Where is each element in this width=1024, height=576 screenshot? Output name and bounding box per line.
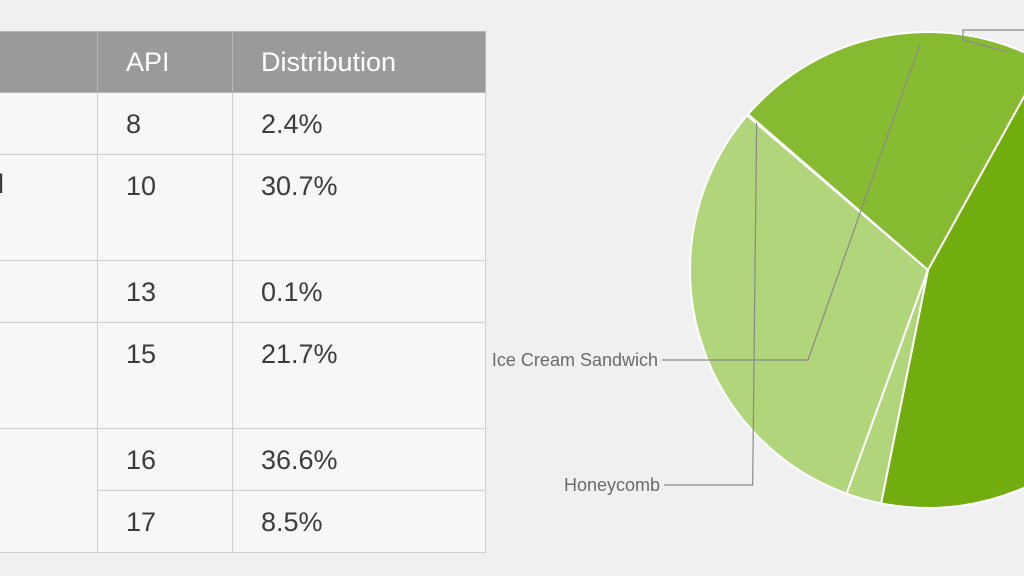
pie-labels: Ice Cream Sandwich Honeycomb	[492, 350, 660, 495]
pie-leader-lines	[662, 29, 1024, 486]
table-row: h 16 36.6%	[0, 428, 486, 553]
api-cell: 16	[97, 428, 233, 491]
leader-line-top	[962, 29, 1024, 53]
table-row: ead 10 30.7%	[0, 154, 486, 261]
distribution-cell: 8.5%	[232, 490, 486, 553]
table-row: 8 2.4%	[0, 92, 486, 155]
api-cell: 15	[97, 322, 233, 429]
leader-line-ice-cream-sandwich	[662, 43, 921, 361]
version-cell: hh	[0, 322, 98, 429]
pie-label-ice-cream-sandwich: Ice Cream Sandwich	[492, 350, 658, 370]
table-row: 17 8.5%	[0, 490, 486, 553]
distribution-cell: 36.6%	[232, 428, 486, 491]
distribution-cell: 0.1%	[232, 260, 486, 323]
header-version: e	[0, 31, 98, 93]
version-name: ead	[0, 163, 57, 205]
distribution-cell: 21.7%	[232, 322, 486, 429]
distribution-cell: 30.7%	[232, 154, 486, 261]
pie-slice-froyo	[845, 269, 929, 505]
api-cell: 13	[97, 260, 233, 323]
api-cell: 10	[97, 154, 233, 261]
pie-slices	[689, 31, 1024, 509]
leader-line-honeycomb	[664, 122, 758, 486]
version-cell: ead	[0, 154, 98, 261]
version-cell: mb	[0, 260, 98, 323]
table-row: hh 15 21.7%	[0, 322, 486, 429]
version-cell: h	[0, 428, 98, 553]
version-cell	[0, 92, 98, 155]
pie-slice-gingerbread	[689, 113, 930, 495]
api-cell: 8	[97, 92, 233, 155]
header-distribution: Distribution	[232, 31, 486, 93]
pie-label-honeycomb: Honeycomb	[564, 475, 660, 495]
pie-slice-ice-cream-sandwich	[746, 31, 1024, 272]
table-header-row: e API Distribution	[0, 31, 486, 93]
pie-slice-jelly-bean	[879, 94, 1024, 509]
table-row: mb 13 0.1%	[0, 260, 486, 323]
distribution-table: e API Distribution 8 2.4% ead 10 30.7% m…	[0, 31, 486, 553]
distribution-cell: 2.4%	[232, 92, 486, 155]
